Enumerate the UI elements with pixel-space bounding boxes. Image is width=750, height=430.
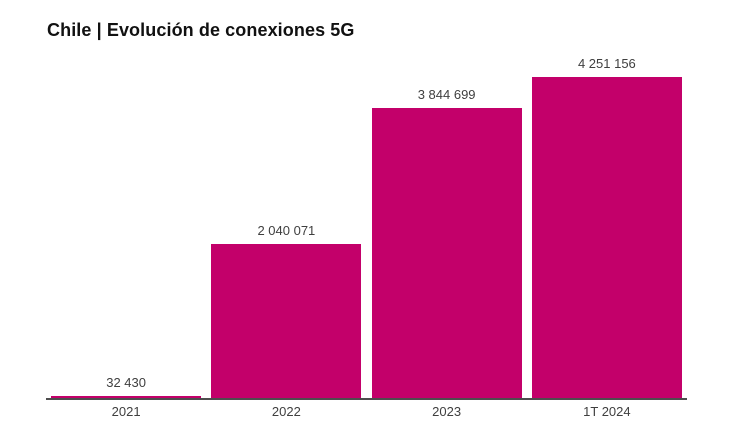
bar-value-label: 3 844 699 [417, 86, 476, 102]
bar-value-label: 2 040 071 [257, 222, 316, 238]
bar [211, 243, 362, 398]
bar-value-label: 32 430 [106, 374, 146, 390]
bar [51, 395, 202, 398]
bar [371, 107, 522, 398]
bar [531, 76, 682, 398]
x-tick-label: 2023 [432, 404, 462, 419]
x-tick-label: 2022 [271, 404, 301, 419]
x-tick-label: 1T 2024 [583, 404, 631, 419]
bar-value-label: 4 251 156 [577, 55, 636, 71]
x-axis-line [46, 398, 687, 400]
x-tick-label: 2021 [111, 404, 141, 419]
chart-title: Chile | Evolución de conexiones 5G [47, 20, 355, 40]
